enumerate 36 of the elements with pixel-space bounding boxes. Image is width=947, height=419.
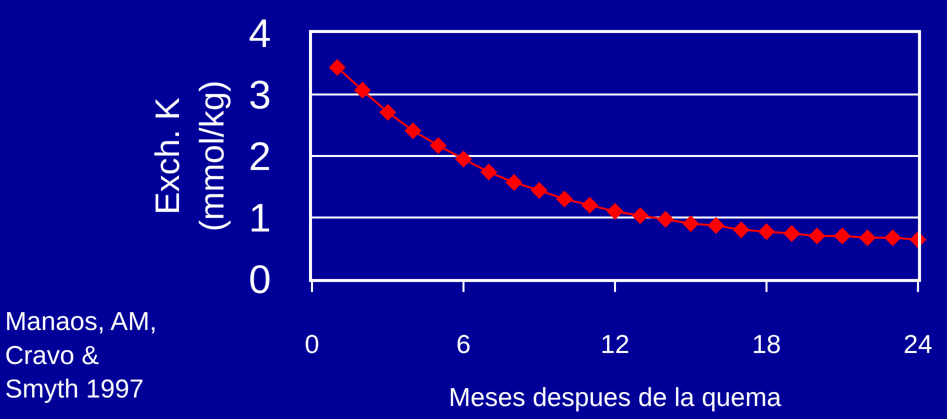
text: Manaos, AM, Cravo & Smyth 1997	[5, 306, 157, 404]
point	[379, 104, 396, 121]
point	[783, 225, 800, 242]
point	[556, 190, 573, 208]
y-tick-label: 4	[248, 12, 271, 56]
point	[657, 210, 674, 228]
y-tick-label: 1	[248, 196, 271, 240]
point	[884, 229, 902, 246]
y-axis-title: Exch. K (mmol/kg)	[149, 80, 232, 232]
x-axis-title: Meses despues de la quema	[448, 382, 782, 412]
x-tick-label: 12	[600, 329, 630, 360]
point	[606, 202, 624, 220]
point	[859, 229, 876, 246]
y-tick-label: 2	[248, 135, 271, 179]
point	[682, 215, 700, 232]
point	[328, 58, 346, 76]
y-tick-label: 3	[248, 74, 271, 118]
point	[404, 122, 422, 140]
point	[455, 150, 472, 168]
point	[834, 228, 851, 244]
point	[808, 228, 826, 244]
x-tick-label: 24	[904, 329, 932, 360]
y-tick-label: 0	[248, 258, 271, 302]
x-tick-label: 18	[752, 329, 781, 360]
point	[530, 182, 548, 199]
point	[758, 223, 775, 240]
point	[430, 137, 447, 154]
point	[480, 164, 498, 180]
point	[732, 221, 750, 238]
point	[632, 207, 649, 224]
x-tick-label: 0	[304, 329, 320, 360]
point	[708, 217, 724, 234]
point	[506, 174, 522, 191]
x-tick-label: 6	[456, 329, 471, 360]
point	[354, 82, 371, 99]
point	[581, 196, 598, 214]
